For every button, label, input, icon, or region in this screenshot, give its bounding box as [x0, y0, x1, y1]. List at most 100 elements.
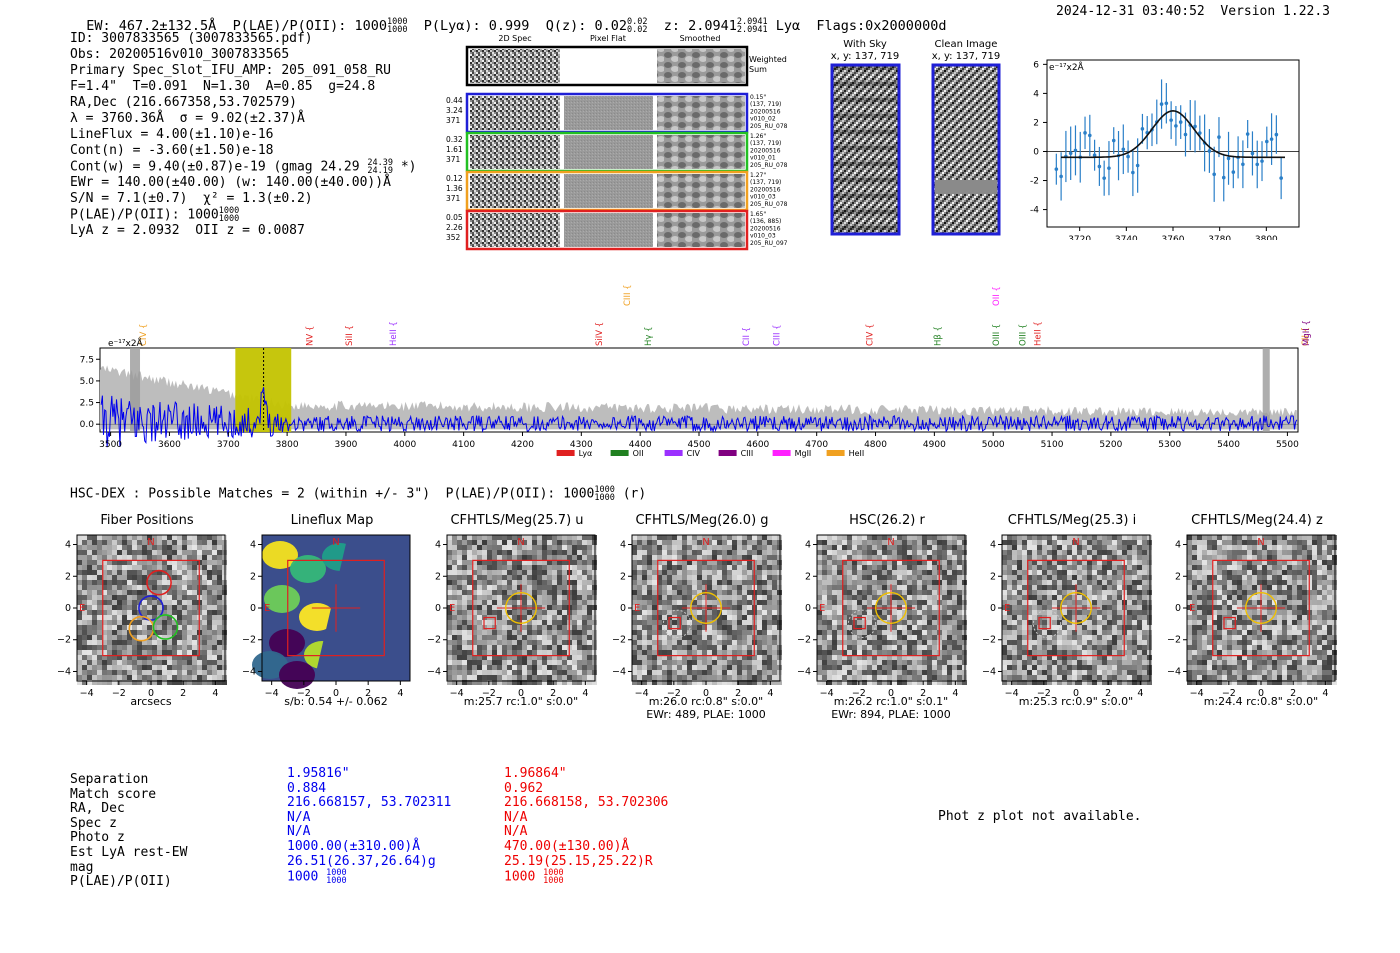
cutout-pixel — [112, 620, 117, 625]
cutout-pixel — [727, 630, 732, 635]
cutout-pixel — [1122, 545, 1127, 550]
cutout-pixel — [742, 575, 747, 580]
cutout-pixel — [822, 615, 827, 620]
gauss-point — [1241, 162, 1245, 167]
cutout-pixel — [1132, 665, 1137, 670]
cutout-pixel — [957, 680, 962, 685]
cutout-pixel — [747, 665, 752, 670]
cutout-pixel — [847, 560, 852, 565]
cutout-pixel — [1107, 630, 1112, 635]
cutout-pixel — [1017, 635, 1022, 640]
cutout-pixel — [1022, 605, 1027, 610]
row-2d-spec — [470, 135, 560, 169]
cutout-pixel — [507, 660, 512, 665]
cutout-pixel — [757, 660, 762, 665]
cutout-pixel — [472, 625, 477, 630]
cutout-pixel — [1052, 610, 1057, 615]
match-box — [668, 616, 681, 630]
cutout-pixel — [1112, 660, 1117, 665]
cutout-pixel — [167, 600, 172, 605]
cutout-pixel — [882, 625, 887, 630]
cutout-pixel — [917, 625, 922, 630]
cutout-pixel — [1087, 670, 1092, 675]
cutout-pixel — [1022, 585, 1027, 590]
cutout-pixel — [912, 595, 917, 600]
cutout-pixel — [1097, 555, 1102, 560]
cutout-pixel — [652, 590, 657, 595]
cutout-pixel — [922, 570, 927, 575]
cutout-pixel — [737, 645, 742, 650]
cutout-pixel — [447, 585, 452, 590]
cutout-pixel — [542, 560, 547, 565]
cutout-pixel — [87, 565, 92, 570]
cutout-pixel — [562, 605, 567, 610]
cutout-pixel — [177, 565, 182, 570]
cutout-pixel — [1007, 675, 1012, 680]
cutout-pixel — [1092, 630, 1097, 635]
cutout-pixel — [472, 605, 477, 610]
cutout-pixel — [867, 575, 872, 580]
cutout-pixel — [187, 660, 192, 665]
cutout-pixel — [187, 650, 192, 655]
cutout-pixel — [1107, 655, 1112, 660]
cutout-pixel — [832, 630, 837, 635]
cutout-pixel — [702, 555, 707, 560]
cutout-pixel — [522, 585, 527, 590]
cutout-pixel — [822, 680, 827, 685]
cutout-pixel — [697, 660, 702, 665]
cutout-pixel — [722, 600, 727, 605]
cutout-pixel — [642, 610, 647, 615]
cutout-pixel — [557, 625, 562, 630]
cutout-pixel — [637, 585, 642, 590]
cutout-pixel — [1132, 655, 1137, 660]
cutout-pixel — [702, 560, 707, 565]
cutout-pixel — [547, 605, 552, 610]
cutout-pixel — [1082, 600, 1087, 605]
cutout-pixel — [122, 540, 127, 545]
cutout-pixel — [82, 655, 87, 660]
cutout-pixel — [867, 600, 872, 605]
cutout-pixel — [647, 625, 652, 630]
cutout-pixel — [527, 590, 532, 595]
cutout-pixel — [1002, 670, 1007, 675]
cutout-pixel — [727, 575, 732, 580]
cutout-pixel — [942, 550, 947, 555]
cutout-pixel — [652, 665, 657, 670]
cutout-pixel — [1127, 640, 1132, 645]
cutout-pixel — [167, 565, 172, 570]
cutout-pixel — [562, 625, 567, 630]
cutout-pixel — [897, 550, 902, 555]
cutout-pixel — [817, 540, 822, 545]
cutout-pixel — [687, 620, 692, 625]
cutout-pixel — [917, 665, 922, 670]
cutout-pixel — [712, 550, 717, 555]
cutout-pixel — [1027, 580, 1032, 585]
cutout-pixel — [887, 625, 892, 630]
cutout-pixel — [942, 595, 947, 600]
cutout-pixel — [447, 650, 452, 655]
cutout-pixel — [127, 560, 132, 565]
cutout-pixel — [102, 650, 107, 655]
cutout-pixel — [1112, 630, 1117, 635]
cutout-pixel — [147, 585, 152, 590]
cutout-pixel — [87, 570, 92, 575]
cutout-pixel — [557, 555, 562, 560]
cutout-pixel — [862, 620, 867, 625]
cutout-pixel — [642, 625, 647, 630]
cutout-pixel — [827, 575, 832, 580]
cutout-pixel — [187, 620, 192, 625]
cutout-pixel — [1037, 560, 1042, 565]
cutout-pixel — [672, 585, 677, 590]
cutout-pixel — [882, 635, 887, 640]
cutout-pixel — [1032, 565, 1037, 570]
timestamp: 2024-12-31 03:40:52 — [1056, 4, 1205, 19]
cutout-pixel — [467, 540, 472, 545]
row-right-info: 205_RU_097 — [750, 240, 788, 247]
cutout-pixel — [207, 675, 212, 680]
cutout-pixel — [512, 610, 517, 615]
cutout-pixel — [637, 680, 642, 685]
cutout-pixel — [877, 570, 882, 575]
cutout-pixel — [202, 595, 207, 600]
cutout-pixel — [217, 595, 222, 600]
cutout-pixel — [92, 595, 97, 600]
